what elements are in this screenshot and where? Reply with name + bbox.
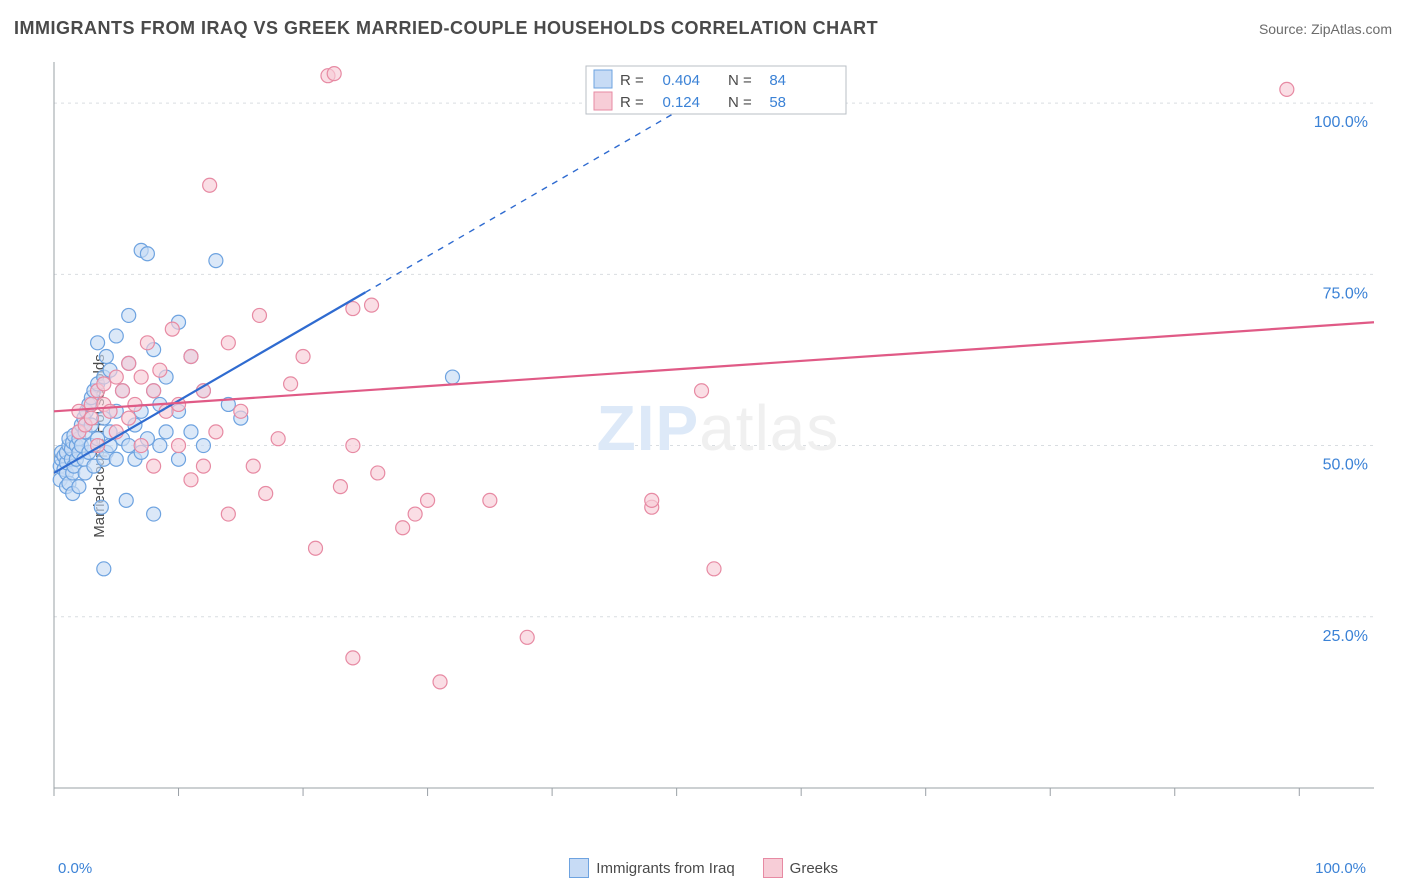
svg-text:R =: R = [620, 72, 644, 89]
svg-text:N =: N = [728, 94, 752, 111]
svg-text:0.124: 0.124 [662, 94, 700, 111]
svg-text:50.0%: 50.0% [1323, 457, 1368, 474]
x-axis-legend-row: 0.0% Immigrants from Iraq Greeks 100.0% [0, 858, 1406, 878]
svg-text:25.0%: 25.0% [1323, 628, 1368, 645]
chart-area: ZIPatlas 25.0%50.0%75.0%100.0%R =0.404N … [46, 58, 1390, 798]
source-attribution: Source: ZipAtlas.com [1259, 21, 1392, 37]
svg-text:N =: N = [728, 72, 752, 89]
scatter-chart: 25.0% 50.0% 75.0% 100.0% R = 0.404 N = 84 R = 0.1… [46, 58, 1390, 798]
legend-item: Greeks [763, 858, 838, 878]
legend-item: Immigrants from Iraq [569, 858, 734, 878]
svg-text:0.404: 0.404 [662, 72, 700, 89]
page-title: IMMIGRANTS FROM IRAQ VS GREEK MARRIED-CO… [14, 18, 878, 39]
svg-text:84: 84 [769, 72, 786, 89]
svg-text:58: 58 [769, 94, 786, 111]
x-axis-max-label: 100.0% [1315, 860, 1366, 877]
legend-label: Greeks [790, 860, 838, 877]
svg-text:R =: R = [620, 94, 644, 111]
legend-swatch [763, 858, 783, 878]
legend-label: Immigrants from Iraq [596, 860, 734, 877]
svg-text:75.0%: 75.0% [1323, 285, 1368, 302]
x-axis-min-label: 0.0% [58, 860, 92, 877]
svg-text:100.0%: 100.0% [1314, 114, 1368, 131]
series-legend: Immigrants from Iraq Greeks [569, 858, 838, 878]
legend-swatch [569, 858, 589, 878]
